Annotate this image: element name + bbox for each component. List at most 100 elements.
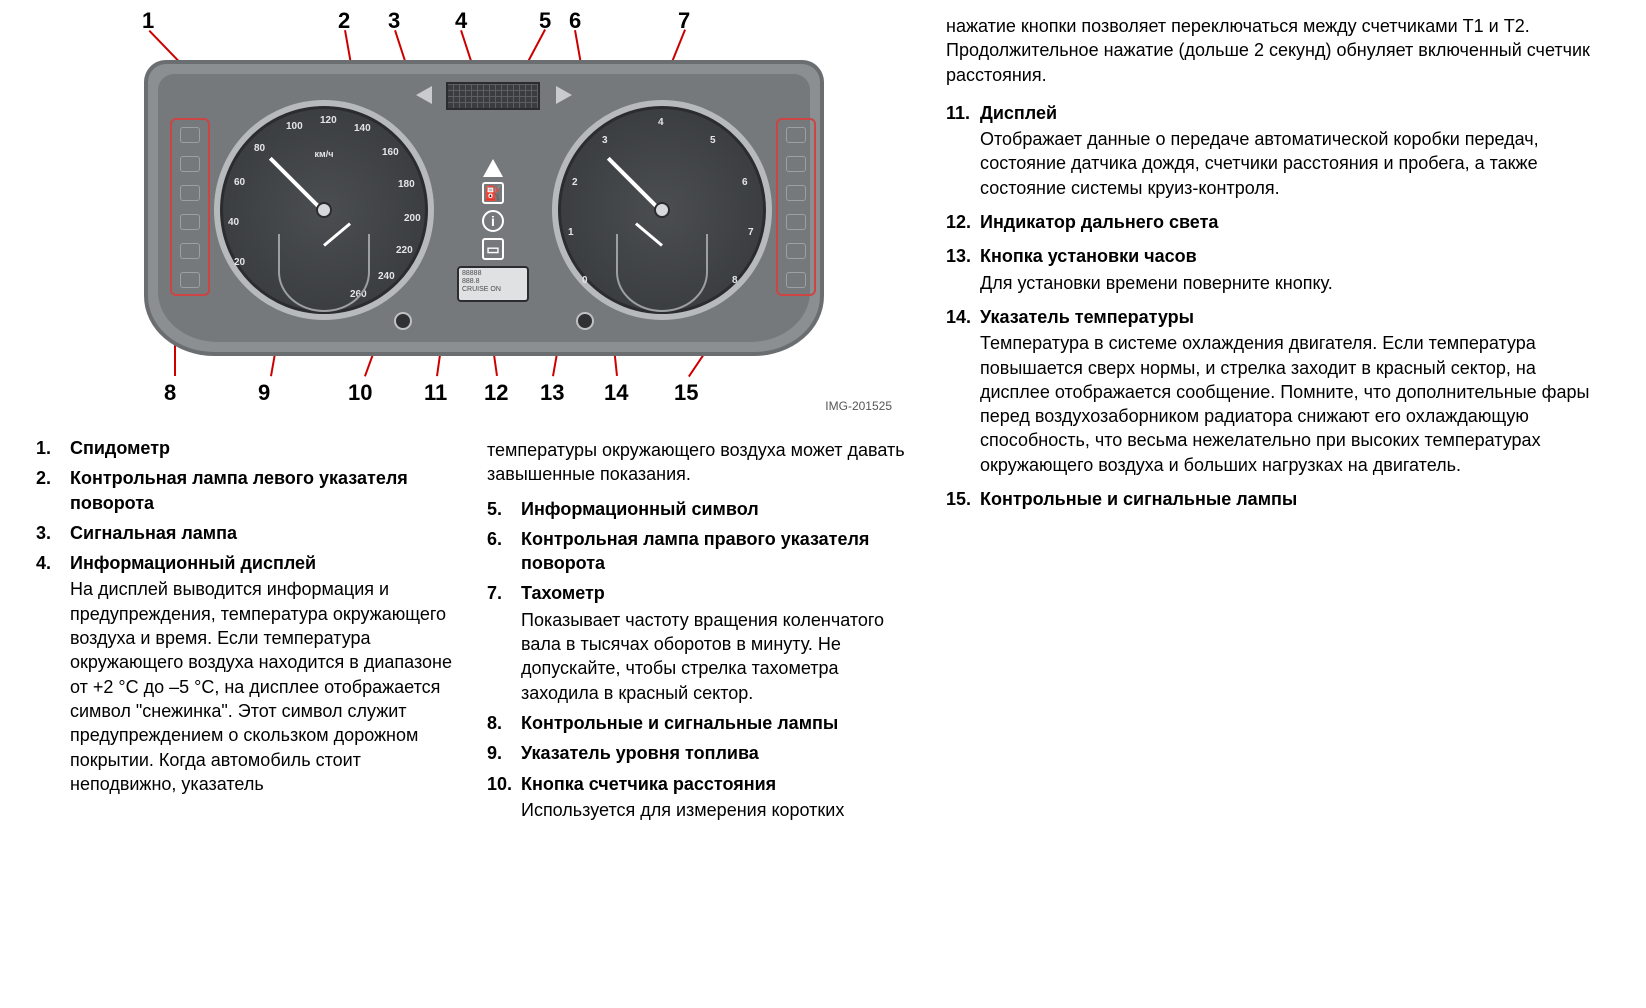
item-number: 5. [487, 497, 521, 521]
lcd-line: 88888 [462, 270, 524, 278]
callout-11: 11 [424, 378, 447, 408]
lamp-icon [786, 272, 806, 288]
callout-10: 10 [348, 378, 372, 408]
item-title: Контрольные и сигнальные лампы [980, 487, 1606, 511]
warning-lamp-column-right [776, 118, 816, 296]
legend-item: 11.ДисплейОтображает данные о передаче а… [946, 101, 1606, 200]
turn-right-icon [556, 86, 572, 104]
item-body: Контрольная лампа левого указателя повор… [70, 466, 455, 515]
tick: 160 [382, 146, 399, 160]
tick: 5 [710, 134, 716, 148]
item-number: 12. [946, 210, 980, 234]
tick: 220 [396, 244, 413, 258]
lamp-icon [786, 243, 806, 259]
tick: 6 [742, 176, 748, 190]
legend-item: 1.Спидометр [36, 436, 455, 460]
tick: 100 [286, 120, 303, 134]
item-body: Кнопка счетчика расстоянияИспользуется д… [521, 772, 906, 823]
center-symbols: ⛽ i ▭ 88888 888.8 CRUISE ON [450, 118, 536, 302]
legend-item: 9.Указатель уровня топлива [487, 741, 906, 765]
item-title: Дисплей [980, 101, 1606, 125]
item-title: Кнопка счетчика расстояния [521, 772, 906, 796]
item-desc: Температура в системе охлаждения двигате… [980, 331, 1606, 477]
info-display [446, 82, 540, 110]
item-desc: Для установки времени поверните кнопку. [980, 271, 1606, 295]
tick: 0 [582, 274, 588, 288]
lamp-icon [786, 185, 806, 201]
lcd-line: 888.8 [462, 278, 524, 286]
lamp-icon [786, 156, 806, 172]
callout-14: 14 [604, 378, 628, 408]
fuel-needle [323, 222, 351, 246]
trip-reset-knob[interactable] [394, 312, 412, 330]
fuel-gauge [278, 234, 370, 312]
tick: 3 [602, 134, 608, 148]
tick: 60 [234, 176, 245, 190]
tick: 40 [228, 216, 239, 230]
item-title: Информационный дисплей [70, 551, 455, 575]
clock-set-knob[interactable] [576, 312, 594, 330]
lamp-icon [786, 214, 806, 230]
item-number: 3. [36, 521, 70, 545]
item-body: Спидометр [70, 436, 455, 460]
item-number: 8. [487, 711, 521, 735]
item-number: 13. [946, 244, 980, 295]
item-desc: На дисплей выводится информация и предуп… [70, 577, 455, 796]
callout-9: 9 [258, 378, 270, 408]
warning-lamp-column-left [170, 118, 210, 296]
lcd-display: 88888 888.8 CRUISE ON [457, 266, 529, 302]
item-number: 10. [487, 772, 521, 823]
dial-hub [654, 202, 670, 218]
continuation-text: нажатие кнопки позволяет переключаться м… [946, 14, 1606, 87]
instrument-diagram: 1 2 3 4 5 6 7 8 9 10 11 12 13 14 15 [76, 12, 896, 412]
legend-col-3: нажатие кнопки позволяет переключаться м… [946, 12, 1606, 828]
lamp-icon [180, 272, 200, 288]
tick: 8 [732, 274, 738, 288]
legend-item: 13.Кнопка установки часов Для установки в… [946, 244, 1606, 295]
item-title: Спидометр [70, 436, 455, 460]
item-body: ТахометрПоказывает частоту вращения коле… [521, 581, 906, 704]
legend-item: 12.Индикатор дальнего света [946, 210, 1606, 234]
tick: 7 [748, 226, 754, 240]
item-title: Контрольные и сигнальные лампы [521, 711, 906, 735]
turn-left-icon [416, 86, 432, 104]
item-title: Индикатор дальнего света [980, 210, 1606, 234]
tick: 1 [568, 226, 574, 240]
lamp-icon [180, 243, 200, 259]
callout-8: 8 [164, 378, 176, 408]
item-body: Контрольная лампа правого указателя пово… [521, 527, 906, 576]
legend-item: 5.Информационный символ [487, 497, 906, 521]
item-number: 7. [487, 581, 521, 704]
callout-15: 15 [674, 378, 698, 408]
item-title: Контрольная лампа правого указателя пово… [521, 527, 906, 576]
item-number: 2. [36, 466, 70, 515]
item-number: 1. [36, 436, 70, 460]
item-desc: Используется для измерения коротких [521, 798, 906, 822]
item-body: Индикатор дальнего света [980, 210, 1606, 234]
callout-13: 13 [540, 378, 564, 408]
continuation-text: температуры окружающего воздуха может да… [487, 438, 906, 487]
item-title: Информационный символ [521, 497, 906, 521]
item-title: Кнопка установки часов [980, 244, 1606, 268]
item-body: Кнопка установки часов Для установки врем… [980, 244, 1606, 295]
item-title: Сигнальная лампа [70, 521, 455, 545]
item-desc: Отображает данные о передаче автоматичес… [980, 127, 1606, 200]
lamp-icon [786, 127, 806, 143]
item-title: Контрольная лампа левого указателя повор… [70, 466, 455, 515]
item-body: ДисплейОтображает данные о передаче авто… [980, 101, 1606, 200]
item-body: Информационный дисплейНа дисплей выводит… [70, 551, 455, 796]
item-title: Указатель уровня топлива [521, 741, 906, 765]
legend-item: 15.Контрольные и сигнальные лампы [946, 487, 1606, 511]
callout-12: 12 [484, 378, 508, 408]
tick: 2 [572, 176, 578, 190]
item-number: 9. [487, 741, 521, 765]
legend-item: 8.Контрольные и сигнальные лампы [487, 711, 906, 735]
legend-item: 14.Указатель температурыТемпература в си… [946, 305, 1606, 477]
tick: 240 [378, 270, 395, 284]
lamp-icon [180, 127, 200, 143]
tick: 20 [234, 256, 245, 270]
tachometer-dial: 0 1 2 3 4 5 6 7 8 [552, 100, 772, 320]
lcd-line: CRUISE ON [462, 286, 524, 294]
legend-col-1: 1.Спидометр2.Контрольная лампа левого ук… [36, 436, 455, 828]
tick: 4 [658, 116, 664, 130]
